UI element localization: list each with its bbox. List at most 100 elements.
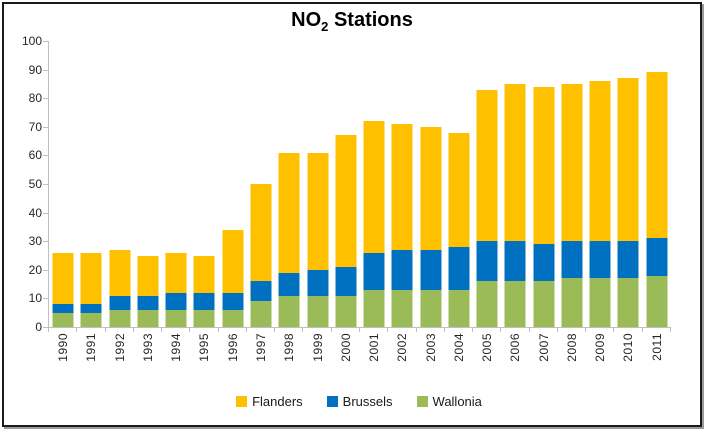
x-axis-label: 1993 [140,333,155,362]
x-label-slot: 1993 [134,333,162,379]
bar-segment-flanders [561,83,583,242]
bar-segment-wallonia [137,309,159,327]
bar-segment-brussels [52,304,74,313]
bar-segment-wallonia [109,309,131,327]
x-label-slot: 2000 [332,333,360,379]
y-tick-label: 10 [28,291,42,306]
bar-segment-flanders [80,252,102,305]
bar-segment-flanders [335,135,357,267]
x-axis-label: 2005 [480,333,495,362]
bar-segment-brussels [109,295,131,310]
x-axis-labels: 1990 1991 1992 1993 1994 1995 1996 1997 1998 1999… [49,333,671,379]
y-tick-label: 40 [28,205,42,220]
bar-column [49,41,77,327]
bar-segment-wallonia [193,309,215,327]
bar-segment-flanders [109,249,131,296]
x-label-slot: 2006 [501,333,529,379]
y-tick-label: 50 [28,177,42,191]
x-label-slot: 1995 [190,333,218,379]
legend-swatch-brussels [326,395,338,407]
y-tick-label: 100 [21,34,42,48]
x-axis-label: 1991 [84,333,99,362]
x-axis-label: 2008 [564,333,579,362]
bar-column [501,41,529,327]
x-axis-label: 1999 [310,333,325,362]
bar-segment-brussels [335,266,357,296]
bar-segment-flanders [278,152,300,273]
bar-segment-wallonia [165,309,187,327]
bar-column [416,41,444,327]
x-axis-label: 2004 [451,333,466,362]
bar-segment-wallonia [391,289,413,327]
x-label-slot: 2007 [530,333,558,379]
x-axis-label: 1992 [112,333,127,362]
legend: Flanders Brussels Wallonia [48,393,670,409]
bar-segment-flanders [165,252,187,293]
bar-segment-brussels [80,304,102,313]
bar-column [614,41,642,327]
x-tick-mark [48,328,49,332]
bar-segment-wallonia [646,275,668,327]
bar-segment-brussels [193,292,215,310]
x-label-slot: 2005 [473,333,501,379]
legend-label: Flanders [252,393,303,409]
bar-segment-flanders [307,152,329,270]
x-tick-mark [556,328,558,332]
x-axis-label: 1997 [253,333,268,362]
bar-segment-wallonia [278,295,300,327]
x-label-slot: 2008 [558,333,586,379]
x-tick-mark [500,328,502,332]
y-tick-mark [43,327,48,328]
bar-column [643,41,671,327]
bar-segment-flanders [589,81,611,242]
bar-segment-brussels [476,241,498,282]
x-axis-label: 2000 [338,333,353,362]
bar-segment-wallonia [80,312,102,327]
bar-segment-flanders [52,252,74,305]
legend-swatch-wallonia [416,395,428,407]
bar-segment-flanders [533,86,555,245]
x-tick-mark [76,328,78,332]
x-tick-mark [359,328,360,332]
x-axis-label: 1998 [282,333,297,362]
bar-segment-flanders [193,255,215,293]
x-tick-mark [472,328,474,332]
bar-segment-brussels [504,241,526,282]
bar-segment-brussels [561,241,583,279]
x-tick-mark [217,328,219,332]
y-tick-label: 80 [28,91,42,106]
y-tick-mark [43,69,48,71]
x-tick-mark [104,328,106,332]
legend-swatch-flanders [236,395,248,407]
bar-column [558,41,586,327]
x-tick-mark [528,328,530,332]
legend-item-flanders: Flanders [236,394,303,409]
y-tick-mark [43,126,48,128]
bar-segment-brussels [589,241,611,279]
x-tick-mark [274,328,276,332]
y-tick-mark [43,241,48,243]
x-axis-label: 2001 [367,333,382,362]
bar-segment-wallonia [504,281,526,327]
bar-segment-brussels [278,272,300,296]
title-prefix: NO [291,9,322,31]
x-label-slot: 1994 [162,333,190,379]
bar-column [332,41,360,327]
x-tick-mark [302,328,304,332]
x-label-slot: 2004 [445,333,473,379]
x-label-slot: 2001 [360,333,388,379]
bar-column [473,41,501,327]
bar-segment-wallonia [307,295,329,327]
x-tick-mark [585,328,587,332]
x-axis-label: 1995 [197,333,212,362]
plot-area [48,41,671,328]
bar-segment-wallonia [561,278,583,327]
bar-segment-brussels [222,292,244,310]
bar-segment-brussels [617,241,639,279]
y-tick-mark [43,98,48,100]
x-label-slot: 1999 [303,333,331,379]
bar-segment-flanders [617,78,639,242]
x-axis-label: 2010 [621,333,636,362]
bar-segment-flanders [646,72,668,239]
